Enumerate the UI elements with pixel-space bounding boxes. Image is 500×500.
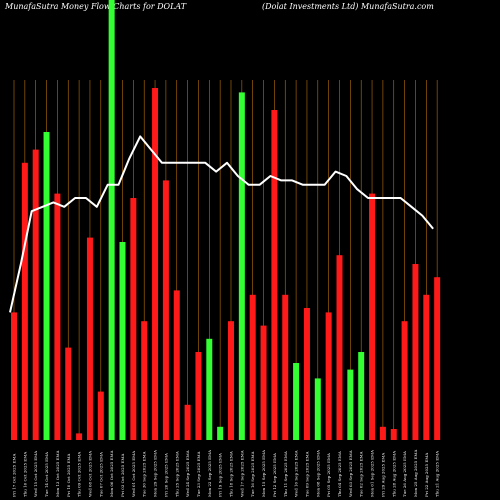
bar bbox=[249, 294, 256, 440]
x-tick-label: Mon 29 Sep 2025 EMA bbox=[153, 450, 158, 497]
x-tick-label: Thu 09 Oct 2025 EMA bbox=[77, 452, 82, 497]
x-tick-label: Fri 19 Sep 2025 EMA bbox=[218, 453, 223, 497]
x-tick-label: Mon 08 Sep 2025 EMA bbox=[315, 450, 320, 497]
bar bbox=[336, 255, 343, 440]
x-tick-label: Thu 16 Oct 2025 EMA bbox=[22, 452, 27, 497]
bars bbox=[11, 0, 441, 441]
bar bbox=[86, 237, 93, 440]
x-tick-label: Tue 07 Oct 2025 EMA bbox=[98, 452, 103, 497]
bar bbox=[217, 426, 224, 440]
flow-line-path bbox=[9, 135, 434, 313]
x-tick-label: Tue 26 Aug 2025 EMA bbox=[402, 451, 407, 497]
x-tick-label: Mon 22 Sep 2025 EMA bbox=[207, 450, 212, 497]
bar bbox=[390, 429, 397, 440]
bar bbox=[108, 0, 115, 440]
x-tick-label: Tue 02 Sep 2025 EMA bbox=[359, 451, 364, 497]
bar bbox=[260, 325, 267, 440]
x-tick-label: Wed 10 Sep 2025 EMA bbox=[294, 450, 299, 497]
bar bbox=[347, 369, 354, 440]
bar bbox=[119, 242, 126, 440]
bar bbox=[184, 404, 191, 440]
x-tick-label: Mon 13 Oct 2025 EMA bbox=[55, 450, 60, 497]
x-tick-label: Wed 01 Oct 2025 EMA bbox=[131, 451, 136, 497]
x-tick-labels: Fri 17 Oct 2025 EMA Thu 16 Oct 2025 EMA We… bbox=[12, 450, 440, 497]
x-tick-label: Wed 17 Sep 2025 EMA bbox=[239, 450, 244, 497]
bar bbox=[379, 426, 386, 440]
bar bbox=[43, 132, 50, 440]
bar bbox=[238, 92, 245, 441]
x-tick-label: Mon 06 Oct 2025 EMA bbox=[109, 450, 114, 497]
x-tick-label: Tue 30 Sep 2025 EMA bbox=[142, 451, 147, 497]
bar bbox=[325, 312, 332, 440]
bar bbox=[152, 88, 159, 440]
x-tick-label: Thu 28 Aug 2025 EMA bbox=[391, 451, 396, 497]
bar bbox=[303, 308, 310, 440]
bar bbox=[32, 149, 39, 440]
bar bbox=[195, 352, 202, 440]
bar bbox=[173, 290, 180, 440]
x-tick-label: Tue 09 Sep 2025 EMA bbox=[304, 451, 309, 497]
x-tick-label: Fri 22 Aug 2025 EMA bbox=[424, 453, 429, 497]
bar bbox=[11, 312, 17, 440]
x-tick-label: Fri 10 Oct 2025 EMA bbox=[66, 454, 71, 497]
x-tick-label: Thu 11 Sep 2025 EMA bbox=[283, 451, 288, 497]
x-tick-label: Fri 26 Sep 2025 EMA bbox=[163, 453, 168, 497]
x-tick-label: Wed 15 Oct 2025 EMA bbox=[33, 451, 38, 497]
x-tick-label: Fri 03 Oct 2025 EMA bbox=[120, 454, 125, 497]
x-tick-label: Mon 15 Sep 2025 EMA bbox=[261, 450, 266, 497]
bar bbox=[358, 352, 365, 440]
chart-title-right: (Dolat Investments Ltd) MunafaSutra.com bbox=[262, 2, 434, 11]
bar bbox=[282, 294, 289, 440]
x-tick-label: Thu 21 Aug 2025 EMA bbox=[435, 451, 440, 497]
bar bbox=[65, 347, 72, 440]
x-tick-label: Thu 04 Sep 2025 EMA bbox=[337, 451, 342, 497]
x-tick-label: Tue 23 Sep 2025 EMA bbox=[196, 451, 201, 497]
bar bbox=[206, 338, 213, 440]
bar bbox=[97, 391, 104, 440]
bar bbox=[423, 294, 430, 440]
bar bbox=[141, 321, 148, 440]
bar bbox=[271, 110, 278, 440]
bar bbox=[76, 433, 83, 440]
bar bbox=[314, 378, 321, 440]
x-tick-label: Mon 01 Sep 2025 EMA bbox=[370, 450, 375, 497]
x-tick-label: Thu 18 Sep 2025 EMA bbox=[229, 451, 234, 497]
bar bbox=[21, 162, 28, 441]
bar bbox=[162, 180, 169, 440]
bar bbox=[228, 321, 234, 440]
x-tick-label: Wed 03 Sep 2025 EMA bbox=[348, 450, 353, 497]
x-tick-label: Fri 05 Sep 2025 EMA bbox=[326, 453, 331, 497]
bar bbox=[412, 264, 419, 440]
bar bbox=[369, 193, 376, 440]
bar bbox=[434, 277, 441, 440]
bar bbox=[401, 321, 408, 440]
x-tick-label: Fri 29 Aug 2025 EMA bbox=[380, 453, 385, 497]
x-tick-label: Fri 17 Oct 2025 EMA bbox=[12, 454, 17, 497]
chart-title-left: MunafaSutra Money Flow Charts for DOLAT bbox=[4, 2, 187, 11]
x-tick-label: Thu 25 Sep 2025 EMA bbox=[174, 451, 179, 497]
bar bbox=[293, 363, 300, 440]
bar bbox=[54, 193, 61, 440]
x-tick-label: Wed 24 Sep 2025 EMA bbox=[185, 450, 190, 497]
x-tick-label: Mon 25 Aug 2025 EMA bbox=[413, 450, 418, 497]
x-tick-label: Wed 08 Oct 2025 EMA bbox=[87, 451, 92, 497]
bar bbox=[130, 198, 137, 440]
x-tick-label: Tue 16 Sep 2025 EMA bbox=[250, 451, 255, 497]
flow-line bbox=[9, 135, 434, 313]
x-tick-label: Fri 12 Sep 2025 EMA bbox=[272, 453, 277, 497]
x-tick-label: Tue 14 Oct 2025 EMA bbox=[44, 452, 49, 497]
